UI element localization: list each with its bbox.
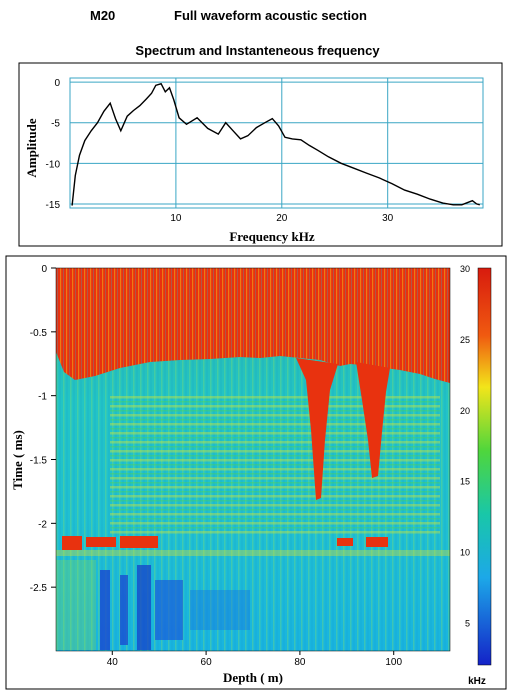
spectrum-y-tick-label: 0 (54, 78, 60, 89)
spectrum-y-axis-label: Amplitude (24, 118, 39, 177)
header-code: M20 (90, 8, 116, 23)
section-x-axis-label: Depth ( m) (223, 670, 283, 685)
section-x-tick-label: 60 (201, 657, 213, 668)
spectrum-y-tick-label: -10 (46, 159, 61, 170)
section-y-tick-label: -2.5 (30, 583, 48, 594)
spectrum-y-tick-label: -15 (46, 200, 61, 211)
section-axes: 0 -0.5 -1 -1.5 -2 -2.5 40 60 80 100 (30, 264, 403, 668)
section-y-tick-label: -2 (38, 519, 47, 530)
section-x-tick-label: 80 (294, 657, 306, 668)
header-title: Full waveform acoustic section (174, 8, 367, 23)
colorbar (477, 267, 492, 666)
spectrum-chart: 0 -5 -10 -15 10 20 30 Frequency kHz Amplitude (18, 62, 503, 247)
spectrum-frame (18, 62, 503, 247)
spectrum-grid (69, 77, 484, 209)
section-x-tick-label: 40 (107, 657, 119, 668)
colorbar-tick-label: 15 (460, 477, 470, 487)
colorbar-tick-label: 5 (465, 618, 470, 628)
colorbar-tick-label: 20 (460, 406, 470, 416)
spectrum-x-tick-label: 20 (276, 213, 288, 224)
spectrum-y-tick-label: -5 (51, 119, 60, 130)
colorbar-tick-label: 25 (460, 335, 470, 345)
section-frame (5, 255, 507, 690)
section-x-tick-label: 100 (385, 657, 402, 668)
colorbar-unit-label: kHz (468, 676, 486, 687)
section-y-tick-label: -0.5 (30, 328, 48, 339)
section-y-tick-label: -1 (38, 392, 47, 403)
spectrum-title: Spectrum and Instanteneous frequency (135, 43, 380, 58)
acoustic-section-image (56, 268, 450, 651)
spectrum-x-axis-label: Frequency kHz (229, 229, 315, 244)
spectrum-plot-area (69, 77, 484, 209)
spectrum-x-tick-label: 10 (170, 213, 182, 224)
section-y-axis-label: Time ( ms) (10, 430, 25, 490)
spectrum-series-line (71, 82, 480, 206)
colorbar-ticks: 30 25 20 15 10 5 (460, 264, 470, 628)
colorbar-tick-label: 10 (460, 548, 470, 558)
section-y-tick-label: 0 (41, 264, 47, 275)
section-y-tick-label: -1.5 (30, 456, 48, 467)
colorbar-tick-label: 30 (460, 264, 470, 274)
spectrum-x-tick-label: 30 (382, 213, 394, 224)
